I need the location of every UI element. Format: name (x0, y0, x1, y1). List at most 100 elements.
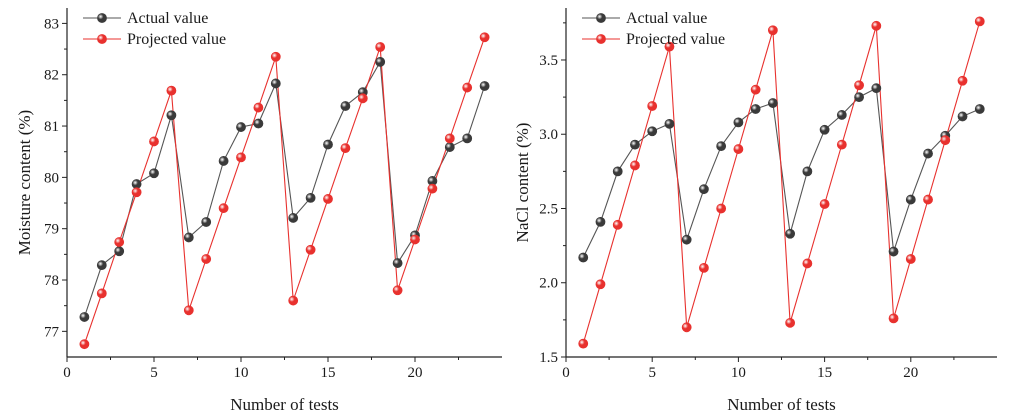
data-point-projected (854, 80, 864, 91)
data-point-projected (201, 254, 212, 264)
legend-label-projected: Projected value (626, 31, 725, 48)
data-point-projected (357, 93, 368, 104)
y-tick-label: 77 (44, 324, 60, 340)
data-point-projected (218, 203, 229, 214)
data-point-projected (974, 16, 985, 27)
y-axis-title: NaCl content (%) (513, 123, 532, 243)
data-point-actual (647, 126, 658, 137)
x-tick-label: 0 (562, 365, 570, 381)
x-tick-label: 20 (408, 365, 423, 381)
data-point-actual (974, 104, 985, 114)
data-point-projected (595, 279, 606, 290)
data-point-projected (270, 51, 281, 62)
y-tick-label: 80 (44, 170, 59, 186)
data-point-actual (612, 166, 623, 177)
data-point-projected (630, 160, 640, 171)
x-tick-label: 10 (234, 365, 249, 381)
legend-label-actual: Actual value (626, 10, 707, 27)
data-point-projected (392, 285, 403, 296)
data-point-projected (905, 254, 916, 264)
data-point-projected (957, 75, 968, 86)
data-point-projected (767, 25, 778, 36)
data-point-projected (114, 237, 125, 247)
data-point-actual (750, 104, 761, 114)
data-point-actual (131, 179, 142, 189)
data-point-actual (236, 122, 246, 132)
data-point-actual (802, 166, 813, 177)
data-point-projected (462, 82, 473, 93)
data-point-projected (149, 136, 159, 147)
data-point-actual (218, 156, 229, 166)
data-point-actual (114, 246, 125, 257)
data-point-projected (79, 339, 90, 350)
y-tick-label: 2.5 (539, 201, 558, 217)
y-tick-label: 1.5 (539, 350, 558, 366)
data-point-actual (854, 92, 864, 103)
data-point-actual (871, 83, 882, 94)
data-point-projected (410, 234, 420, 245)
data-point-actual (923, 148, 933, 159)
data-point-projected (802, 258, 813, 269)
data-point-actual (595, 216, 606, 227)
y-tick-label: 2.0 (539, 276, 558, 292)
data-point-actual (183, 232, 194, 243)
y-tick-label: 81 (44, 119, 59, 135)
x-tick-label: 5 (648, 365, 656, 381)
data-point-projected (940, 135, 951, 146)
data-point-projected (716, 203, 727, 214)
data-point-actual (630, 139, 640, 150)
data-point-projected (750, 84, 761, 95)
data-point-projected (578, 338, 589, 349)
nacl-chart-panel: 0 5 10 15 20 1.5 2.0 2.5 3.0 3.5 Number of tests Na… (513, 8, 997, 414)
data-point-projected (236, 152, 246, 163)
data-point-actual (578, 252, 589, 263)
data-point-actual (201, 217, 212, 227)
data-point-actual (444, 142, 455, 152)
y-tick-label: 3.5 (539, 53, 558, 69)
data-point-actual (819, 124, 830, 135)
data-point-actual (392, 258, 403, 268)
data-point-projected (871, 20, 882, 31)
data-point-projected (183, 305, 194, 316)
data-point-actual (323, 139, 333, 150)
data-point-projected (785, 317, 796, 328)
x-axis-title: Number of tests (727, 395, 836, 414)
data-point-projected (888, 313, 899, 324)
legend-marker (596, 13, 606, 23)
data-point-projected (131, 187, 142, 198)
data-point-projected (923, 194, 933, 205)
y-tick-label: 78 (44, 273, 59, 289)
series-line-projected (83, 37, 486, 345)
data-point-projected (733, 144, 744, 154)
data-point-actual (149, 168, 159, 179)
y-tick-label: 82 (44, 68, 59, 84)
y-tick-label: 3.0 (539, 127, 558, 143)
moisture-chart-panel: 0 5 10 15 20 77 78 79 80 81 82 83 Number of tests Moi… (15, 8, 502, 414)
x-tick-label: 0 (63, 365, 71, 381)
data-point-projected (699, 262, 709, 273)
data-point-actual (462, 133, 473, 144)
legend-marker (596, 34, 606, 44)
data-point-projected (288, 295, 299, 306)
data-point-projected (681, 322, 692, 333)
data-point-actual (905, 194, 916, 205)
data-point-actual (664, 118, 675, 129)
data-point-actual (79, 312, 90, 322)
data-point-actual (270, 78, 281, 89)
data-point-projected (427, 183, 438, 194)
data-point-actual (166, 110, 177, 121)
data-point-projected (836, 139, 847, 150)
data-point-actual (716, 141, 727, 152)
x-tick-label: 10 (731, 365, 746, 381)
data-point-actual (733, 117, 744, 128)
data-point-actual (375, 56, 386, 67)
data-point-projected (444, 133, 455, 144)
data-point-projected (305, 244, 316, 255)
data-point-actual (767, 98, 778, 108)
data-point-actual (288, 213, 299, 223)
data-point-actual (340, 101, 351, 111)
data-point-projected (819, 199, 830, 209)
data-point-actual (479, 81, 490, 91)
y-tick-label: 83 (44, 16, 59, 32)
x-tick-label: 5 (150, 365, 158, 381)
